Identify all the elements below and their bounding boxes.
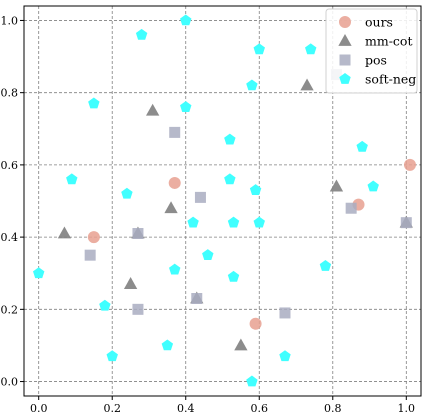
x-tick-label: 0.8	[324, 402, 342, 415]
legend-label: pos	[365, 53, 387, 68]
soft-neg-point	[121, 187, 133, 199]
axis-ticks: 0.0 0.2 0.4 0.6 0.8 1.0 0.0 0.2 0.4 0.6 0.8 1.0	[1, 14, 416, 415]
pos-point	[84, 249, 96, 261]
soft-neg-point	[279, 350, 291, 362]
x-tick-label: 0.4	[177, 402, 195, 415]
soft-neg-point	[253, 43, 265, 55]
mm-cot-point	[164, 201, 178, 214]
soft-neg-point	[187, 216, 199, 228]
legend-marker-soft-neg	[339, 73, 351, 84]
pos-point	[345, 202, 357, 214]
data-points	[33, 14, 416, 387]
soft-neg-point	[246, 375, 258, 387]
legend-label: soft-neg	[365, 72, 416, 87]
mm-cot-point	[329, 179, 344, 192]
soft-neg-point	[305, 43, 317, 55]
pos-point	[194, 191, 206, 203]
ours-point	[403, 158, 416, 171]
series-ours	[87, 158, 416, 330]
soft-neg-point	[33, 267, 45, 279]
y-tick-label: 0.6	[1, 159, 19, 172]
ours-point	[168, 176, 181, 189]
plot-frame	[23, 5, 422, 397]
x-tick-label: 0.6	[251, 402, 269, 415]
soft-neg-point	[227, 216, 240, 228]
soft-neg-point	[180, 14, 192, 26]
legend-marker-ours	[339, 16, 351, 28]
x-tick-label: 0.0	[30, 402, 48, 415]
ours-point	[249, 317, 262, 330]
series-pos	[84, 69, 412, 319]
soft-neg-point	[224, 133, 236, 145]
legend-label: mm-cot	[365, 34, 412, 49]
soft-neg-point	[356, 140, 368, 152]
soft-neg-point	[249, 184, 262, 196]
x-tick-label: 0.2	[103, 402, 121, 415]
soft-neg-point	[88, 97, 100, 109]
soft-neg-point	[169, 263, 181, 275]
x-tick-label: 1.0	[398, 402, 416, 415]
mm-cot-point	[146, 103, 160, 116]
y-tick-label: 0.2	[1, 303, 19, 316]
pos-point	[191, 293, 203, 304]
pos-point	[400, 217, 412, 229]
soft-neg-point	[66, 173, 78, 185]
soft-neg-point	[253, 216, 265, 228]
soft-neg-point	[367, 180, 379, 192]
y-tick-label: 1.0	[1, 14, 19, 27]
series-soft-neg	[33, 14, 379, 387]
pos-point	[169, 126, 181, 138]
legend-marker-mm-cot	[338, 34, 352, 46]
soft-neg-point	[224, 173, 236, 185]
pos-point	[279, 307, 291, 319]
soft-neg-point	[161, 339, 174, 351]
soft-neg-point	[202, 249, 214, 261]
mm-cot-point	[234, 338, 248, 351]
legend-marker-pos	[339, 54, 351, 66]
soft-neg-point	[99, 299, 111, 311]
ours-point	[87, 231, 100, 244]
soft-neg-point	[227, 270, 240, 282]
soft-neg-point	[319, 260, 332, 271]
legend: ours mm-cot pos soft-neg	[325, 8, 418, 94]
mm-cot-point	[123, 277, 138, 289]
soft-neg-point	[246, 79, 258, 91]
soft-neg-point	[135, 28, 148, 40]
y-tick-label: 0.8	[1, 87, 19, 100]
soft-neg-point	[180, 101, 192, 112]
mm-cot-point	[300, 78, 314, 91]
pos-point	[132, 303, 144, 315]
pos-point	[132, 228, 144, 239]
legend-box	[325, 8, 418, 94]
y-tick-label: 0.0	[1, 376, 19, 389]
mm-cot-point	[57, 226, 72, 239]
soft-neg-point	[106, 350, 118, 362]
y-tick-label: 0.4	[1, 231, 19, 244]
legend-label: ours	[365, 15, 393, 30]
